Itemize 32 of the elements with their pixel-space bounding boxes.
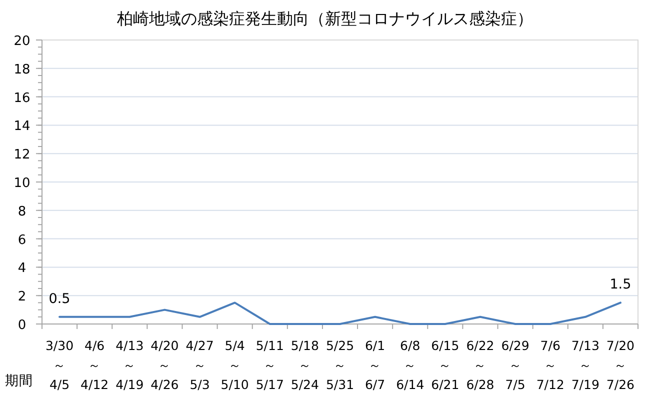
title: 柏崎地域の感染症発生動向（新型コロナウイルス感染症） [117,9,533,28]
xtick-label: 3/30 ～ 4/5 [46,338,74,392]
ytick-label: 14 [14,119,30,134]
data-label: 0.5 [48,290,70,307]
ytick-label: 10 [14,176,30,191]
xtick-label: 7/13 ～ 7/19 [571,338,600,392]
xtick-label: 5/18 ～ 5/24 [290,338,319,392]
xlabel: 期間 [5,373,33,389]
xtick-label: 4/20 ～ 4/26 [150,338,179,392]
xtick-label: 4/13 ～ 4/19 [116,338,144,392]
xtick-label: 4/6 ～ 4/12 [80,338,109,392]
xtick-label: 6/8 ～ 6/14 [396,338,424,392]
xtick-label: 6/29 ～ 7/5 [501,338,530,392]
xtick-label: 5/11 ～ 5/17 [256,338,284,392]
xtick-label: 6/1 ～ 6/7 [365,338,386,392]
ytick-label: 6 [18,232,26,248]
ytick-label: 18 [14,62,30,78]
xtick-label: 5/4 ～ 5/10 [220,338,249,392]
ytick-label: 8 [18,204,26,220]
ytick-label: 2 [18,290,26,305]
ytick-label: 16 [14,90,30,106]
xtick-label: 6/22 ～ 6/28 [466,338,494,392]
xtick-label: 6/15 ～ 6/21 [431,338,460,392]
xtick-label: 7/20 ～ 7/26 [606,338,634,392]
xtick-label: 5/25 ～ 5/31 [326,338,354,392]
ytick-label: 20 [14,34,30,49]
ytick-label: 12 [14,148,30,163]
xtick-label: 7/6 ～ 7/12 [536,338,564,392]
xtick-label: 4/27 ～ 5/3 [186,338,214,392]
ytick-label: 4 [18,261,26,276]
data-label: 1.5 [610,276,632,293]
ytick-label: 0 [18,318,26,333]
